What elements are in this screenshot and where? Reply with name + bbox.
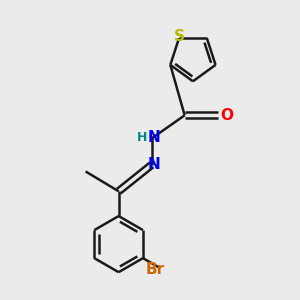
Text: N: N (147, 130, 160, 145)
Text: N: N (147, 158, 160, 172)
Text: H: H (136, 130, 147, 144)
Text: S: S (173, 29, 184, 44)
Text: Br: Br (146, 262, 165, 277)
Text: O: O (220, 108, 233, 123)
